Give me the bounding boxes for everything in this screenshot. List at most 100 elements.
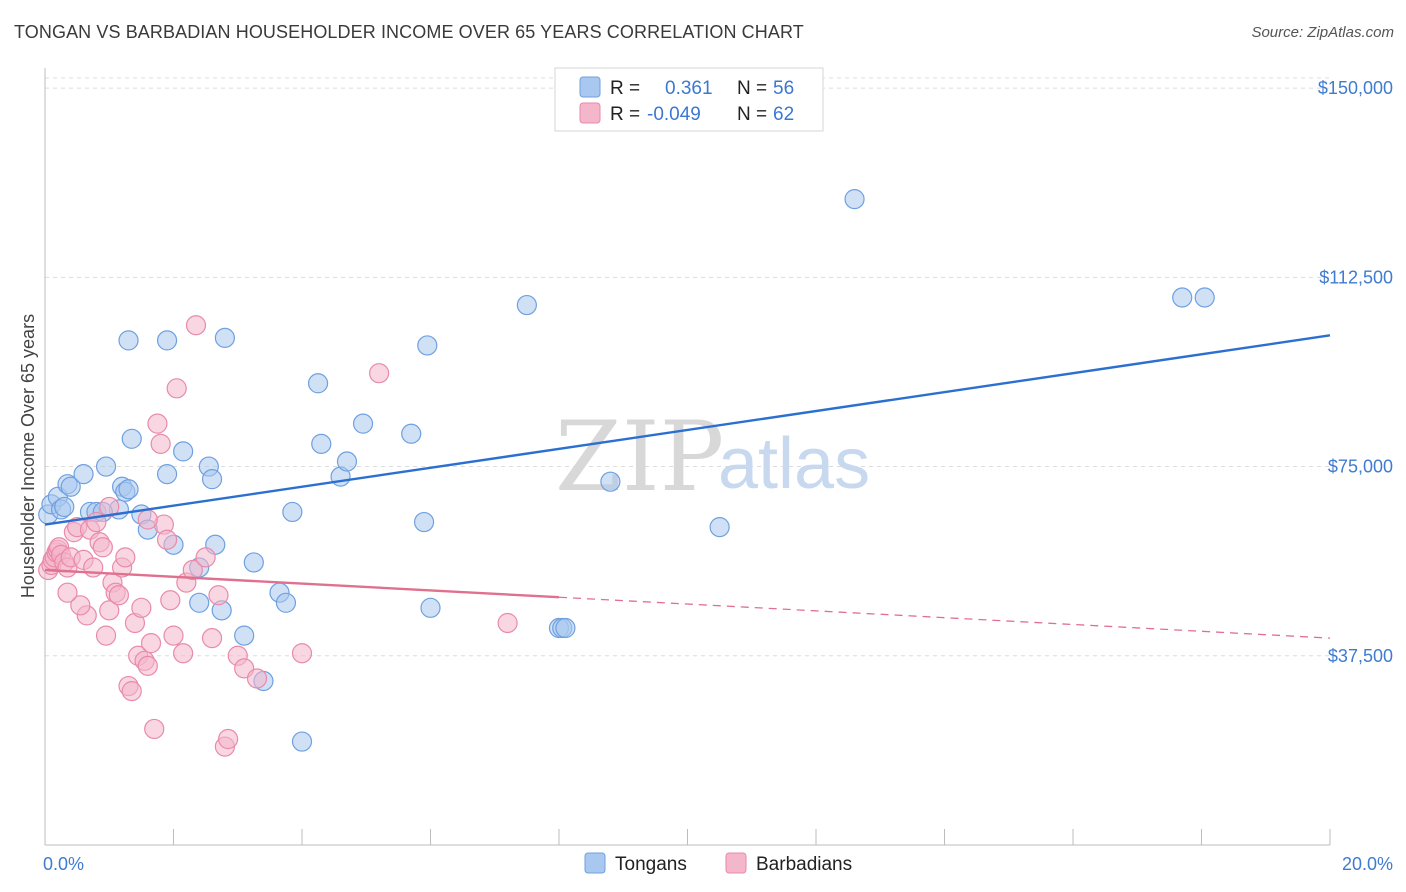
y-tick-label-1: $75,000 — [1328, 457, 1393, 477]
barbadian-point-47 — [195, 547, 216, 568]
tongan-point-51 — [1172, 287, 1193, 308]
correlation-legend: R = 0.361 N = 56 R = -0.049 N = 62 — [554, 67, 824, 132]
tongan-point-14 — [118, 479, 139, 500]
grid-lines — [45, 77, 1330, 657]
barbadian-point-37 — [150, 433, 171, 454]
barbadian-point-55 — [291, 643, 313, 664]
barbadian-point-35 — [144, 718, 165, 740]
tongan-point-38 — [336, 451, 358, 472]
barbadian-point-20 — [95, 625, 117, 646]
legend-n-value-2: 62 — [773, 104, 794, 125]
y-tick-label-3: $150,000 — [1318, 78, 1393, 98]
watermark-zip: ZIP — [555, 401, 724, 513]
barbadian-point-19 — [92, 537, 113, 558]
barbadian-point-39 — [156, 529, 178, 550]
tongan-point-41 — [413, 511, 435, 533]
bottom-legend-swatch-tongans — [584, 852, 606, 874]
bottom-legend-swatch-barbadians — [725, 852, 747, 874]
tongan-point-42 — [417, 335, 438, 356]
tongan-point-18 — [156, 464, 178, 485]
legend-r-label-1: R = — [610, 78, 640, 99]
bottom-legend-tongans: Tongans — [615, 854, 687, 875]
trend-lines — [44, 334, 1331, 639]
barbadian-point-34 — [140, 633, 162, 654]
y-tick-labels: $37,500 $75,000 $112,500 $150,000 — [1318, 78, 1393, 666]
tongan-point-43 — [420, 597, 441, 618]
watermark: ZIP atlas — [555, 401, 870, 513]
barbadian-point-24 — [108, 585, 129, 606]
x-tick-label-0: 0.0% — [43, 854, 84, 874]
x-tick-labels: 0.0% 20.0% — [43, 854, 1393, 874]
barbadian-point-16 — [83, 557, 104, 578]
tongan-point-48 — [600, 471, 621, 492]
barbadian-point-59 — [137, 509, 158, 530]
barbadian-point-41 — [163, 625, 184, 646]
axes — [44, 68, 1331, 846]
tongan-point-32 — [275, 592, 297, 613]
series-legend: Tongans Barbadians — [584, 852, 852, 875]
legend-r-value-1: 0.361 — [665, 78, 713, 99]
barbadian-point-61 — [57, 582, 78, 603]
tongan-point-4 — [54, 496, 75, 518]
barbadian-trend-line — [44, 568, 560, 599]
legend-r-label-2: R = — [610, 104, 640, 125]
barbadian-point-54 — [246, 668, 268, 689]
legend-r-value-2: -0.049 — [647, 104, 701, 125]
tongan-point-20 — [173, 441, 194, 462]
barbadian-point-51 — [218, 728, 239, 750]
barbadian-point-46 — [185, 315, 207, 336]
tongan-point-24 — [201, 469, 223, 490]
barbadian-trend-line-extension — [558, 596, 1331, 639]
barbadian-point-58 — [99, 496, 120, 518]
barbadian-point-40 — [160, 590, 181, 611]
chart-title: TONGAN VS BARBADIAN HOUSEHOLDER INCOME O… — [14, 22, 804, 42]
barbadian-point-60 — [70, 595, 91, 616]
tongan-trend-line — [44, 334, 1331, 526]
legend-n-label-1: N = — [737, 78, 767, 99]
barbadian-point-33 — [137, 655, 158, 676]
barbadian-point-45 — [182, 559, 203, 581]
tongan-point-49 — [709, 516, 730, 538]
data-points — [38, 189, 1215, 757]
tongan-point-54 — [156, 330, 178, 351]
tongan-point-40 — [401, 423, 422, 444]
tongan-point-15 — [121, 428, 142, 449]
tongan-point-39 — [352, 413, 374, 434]
tongan-point-22 — [189, 592, 210, 613]
barbadian-point-43 — [173, 643, 194, 664]
tongan-point-36 — [311, 433, 332, 454]
barbadian-point-48 — [201, 628, 223, 649]
tongan-point-27 — [214, 327, 235, 348]
tongan-point-50 — [844, 189, 865, 210]
barbadian-point-36 — [147, 413, 168, 434]
barbadian-point-56 — [369, 363, 390, 384]
bottom-legend-barbadians: Barbadians — [756, 854, 852, 875]
chart-source: Source: ZipAtlas.com — [1251, 24, 1394, 41]
tongan-point-6 — [60, 476, 81, 497]
tongan-point-10 — [95, 456, 117, 477]
legend-swatch-barbadians — [579, 102, 601, 124]
tongan-point-35 — [307, 373, 329, 394]
tongan-point-44 — [516, 294, 537, 316]
y-tick-label-0: $37,500 — [1328, 646, 1393, 666]
barbadian-point-31 — [131, 597, 152, 618]
legend-n-label-2: N = — [737, 104, 767, 125]
barbadian-point-49 — [208, 585, 229, 606]
tongan-point-28 — [234, 625, 255, 646]
legend-swatch-tongans — [579, 76, 601, 98]
watermark-atlas: atlas — [718, 424, 870, 504]
barbadian-point-21 — [99, 600, 120, 621]
tongan-point-52 — [1194, 287, 1215, 308]
tongan-point-34 — [291, 731, 313, 752]
legend-n-value-1: 56 — [773, 78, 794, 99]
tongan-point-53 — [118, 330, 139, 351]
tongan-point-47 — [555, 617, 576, 639]
barbadian-point-26 — [115, 547, 136, 568]
y-axis-label: Householder Income Over 65 years — [18, 314, 38, 598]
barbadian-point-28 — [121, 680, 142, 702]
x-tick-label-1: 20.0% — [1342, 854, 1393, 874]
y-tick-label-2: $112,500 — [1319, 267, 1393, 287]
tongan-point-33 — [282, 501, 303, 523]
barbadian-point-42 — [166, 378, 187, 399]
